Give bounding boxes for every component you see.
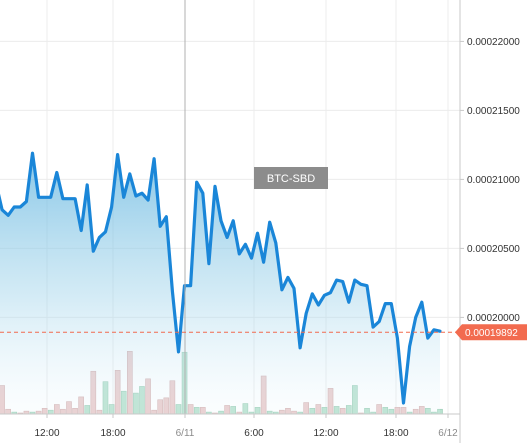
y-axis-tick-label: 0.00020000 — [467, 313, 520, 324]
price-area — [0, 153, 440, 414]
current-price-tag: 0.00019892 — [455, 324, 527, 341]
x-axis-tick-label: 18:00 — [383, 428, 408, 439]
x-axis-tick-label: 6:00 — [244, 428, 264, 439]
x-axis-tick-labels: 12:00 18:00 6/11 6:00 12:00 18:00 6/12 — [34, 428, 458, 439]
current-price-tag-text: 0.00019892 — [465, 328, 518, 339]
y-axis-tick-label: 0.00020500 — [467, 244, 520, 255]
price-line — [0, 151, 442, 405]
x-axis-tick-label: 6/12 — [438, 428, 458, 439]
symbol-label: BTC-SBD — [254, 167, 328, 189]
y-axis-tick-label: 0.00021000 — [467, 175, 520, 186]
y-axis-tick-label: 0.00022000 — [467, 37, 520, 48]
x-axis-tick-label: 12:00 — [34, 428, 59, 439]
current-price-tag-shape — [455, 324, 527, 341]
y-axis-tick-labels: 0.00020000 0.00020500 0.00021000 0.00021500… — [467, 37, 520, 324]
x-axis-tick-label: 6/11 — [176, 428, 195, 439]
x-axis-tick-label: 12:00 — [313, 428, 338, 439]
symbol-label-text: BTC-SBD — [267, 173, 315, 185]
x-axis-tick-label: 18:00 — [100, 428, 125, 439]
y-axis-tick-label: 0.00021500 — [467, 106, 520, 117]
